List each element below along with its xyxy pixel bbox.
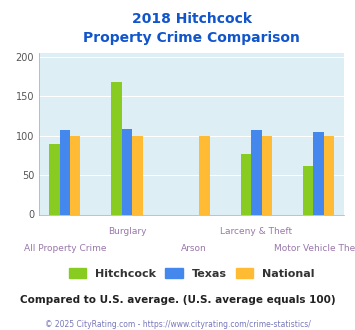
- Text: Compared to U.S. average. (U.S. average equals 100): Compared to U.S. average. (U.S. average …: [20, 295, 335, 305]
- Bar: [324, 136, 334, 214]
- Bar: [70, 136, 81, 214]
- Text: Motor Vehicle Theft: Motor Vehicle Theft: [274, 244, 355, 252]
- Text: Burglary: Burglary: [108, 227, 146, 236]
- Bar: [132, 136, 143, 214]
- Text: All Property Crime: All Property Crime: [24, 244, 106, 252]
- Text: © 2025 CityRating.com - https://www.cityrating.com/crime-statistics/: © 2025 CityRating.com - https://www.city…: [45, 320, 310, 329]
- Legend: Hitchcock, Texas, National: Hitchcock, Texas, National: [64, 264, 319, 283]
- Bar: [303, 166, 313, 214]
- Bar: [262, 136, 272, 214]
- Bar: [122, 128, 132, 214]
- Title: 2018 Hitchcock
Property Crime Comparison: 2018 Hitchcock Property Crime Comparison: [83, 12, 300, 45]
- Bar: [49, 144, 60, 214]
- Bar: [111, 82, 122, 214]
- Bar: [241, 154, 251, 214]
- Bar: [200, 136, 210, 214]
- Bar: [313, 132, 324, 214]
- Bar: [60, 130, 70, 214]
- Text: Arson: Arson: [181, 244, 207, 252]
- Text: Larceny & Theft: Larceny & Theft: [220, 227, 293, 236]
- Bar: [251, 130, 262, 214]
